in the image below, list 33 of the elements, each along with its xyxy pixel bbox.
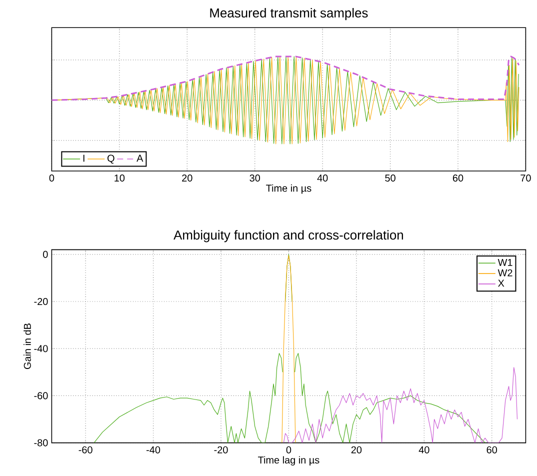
x-tick-label: 40 xyxy=(317,174,328,182)
x-tick-label: 0 xyxy=(286,446,292,454)
x-tick-label: 60 xyxy=(486,446,498,454)
x-tick-label: 20 xyxy=(182,174,192,182)
y-tick-label: -20 xyxy=(34,298,48,306)
x-tick-label: 20 xyxy=(351,446,362,454)
x-tick-label: 30 xyxy=(250,174,260,182)
legend-label: W2 xyxy=(498,269,512,276)
chart-title: Ambiguity function and cross-correlation xyxy=(174,230,403,242)
x-axis-title: Time lag in µs xyxy=(258,456,320,466)
x-tick-label: -40 xyxy=(146,446,160,454)
x-tick-label: -20 xyxy=(214,446,228,454)
legend-label: X xyxy=(498,280,504,287)
x-tick-label: 60 xyxy=(452,174,464,182)
y-tick-label: 0 xyxy=(43,250,48,258)
x-tick-label: 40 xyxy=(418,446,430,454)
y-tick-label: -80 xyxy=(34,439,48,446)
x-axis-title: Time in µs xyxy=(266,184,312,194)
legend-label: W1 xyxy=(498,258,512,266)
y-tick-label: -40 xyxy=(34,345,48,352)
x-tick-label: 10 xyxy=(114,174,125,182)
legend-label: A xyxy=(136,154,144,162)
x-tick-label: 50 xyxy=(385,174,396,182)
x-tick-label: 70 xyxy=(520,174,531,182)
legend-label: Q xyxy=(108,154,114,164)
x-tick-label: 0 xyxy=(49,174,54,182)
y-axis-title: Gain in dB xyxy=(24,324,31,370)
line-series xyxy=(283,367,518,443)
x-tick-label: -60 xyxy=(78,446,92,454)
line-series xyxy=(282,255,296,443)
y-tick-label: -60 xyxy=(34,392,48,400)
legend-label: I xyxy=(83,154,84,162)
chart-title: Measured transmit samples xyxy=(210,8,368,20)
